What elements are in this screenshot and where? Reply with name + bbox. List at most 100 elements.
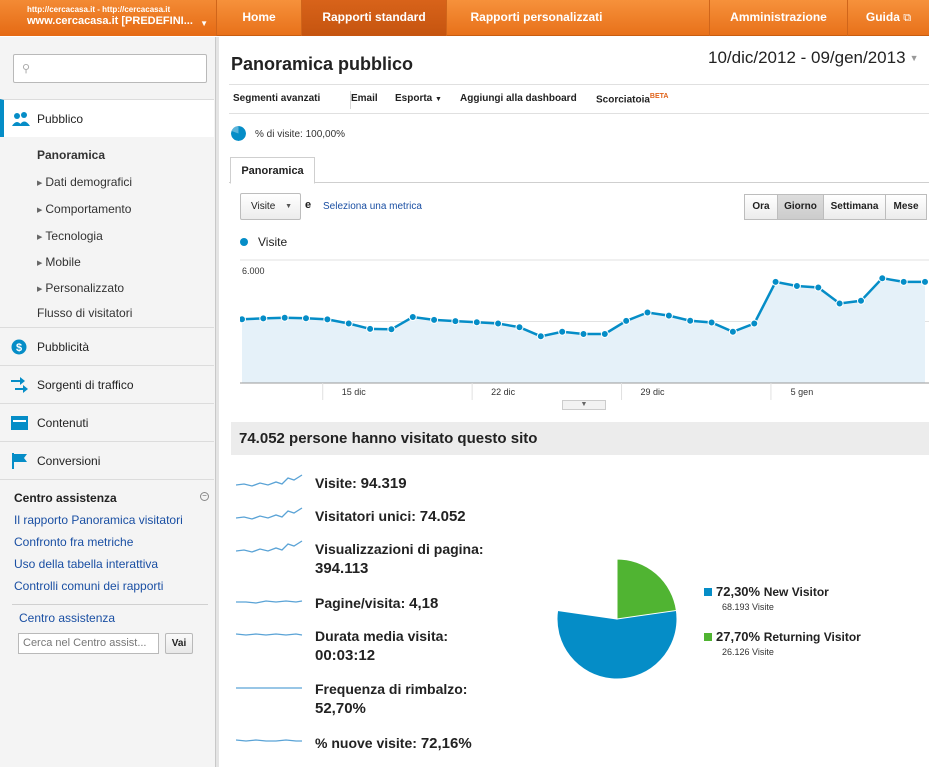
sidebar-item-pubblicita[interactable]: $ Pubblicità — [0, 327, 214, 365]
metric-label: Visitatori unici: — [315, 508, 416, 524]
granularity-week-button[interactable]: Settimana — [823, 194, 886, 220]
add-to-dashboard-button[interactable]: Aggiungi alla dashboard — [460, 93, 577, 104]
data-point[interactable] — [240, 315, 246, 324]
sidebar-subitem-flusso[interactable]: Flusso di visitatori — [37, 306, 133, 320]
data-point[interactable] — [750, 319, 759, 328]
data-point[interactable] — [366, 324, 375, 333]
help-link[interactable]: Confronto fra metriche — [14, 535, 134, 549]
sidebar-subitem-demografici[interactable]: ▶ Dati demografici — [37, 175, 132, 189]
data-point[interactable] — [792, 282, 801, 290]
data-point[interactable] — [643, 308, 652, 317]
metric-select-value: Visite — [251, 201, 276, 212]
data-point[interactable] — [494, 319, 503, 328]
visitor-type-pie-chart — [557, 559, 677, 679]
arrows-icon — [11, 377, 28, 393]
data-point[interactable] — [771, 277, 780, 286]
data-point[interactable] — [728, 327, 737, 336]
select-metric-link[interactable]: Seleziona una metrica — [323, 201, 422, 212]
collapse-icon[interactable]: − — [200, 492, 209, 501]
pie-slice-returning-visitor[interactable] — [616, 559, 677, 620]
metric-value: 00:03:12 — [315, 647, 376, 664]
data-point[interactable] — [878, 274, 887, 283]
data-point[interactable] — [707, 318, 716, 327]
nav-help[interactable]: Guida ⧉ — [847, 0, 929, 36]
sidebar-subitem-comportamento[interactable]: ▶ Comportamento — [37, 202, 131, 216]
data-point[interactable] — [579, 330, 588, 338]
help-search-input[interactable]: Cerca nel Centro assist... — [18, 633, 159, 654]
sidebar-item-contenuti[interactable]: Contenuti — [0, 403, 214, 441]
sidebar-subitem-mobile[interactable]: ▶ Mobile — [37, 255, 81, 269]
x-tick-label: 29 dic — [641, 387, 666, 397]
data-point[interactable] — [387, 325, 396, 334]
granularity-hour-button[interactable]: Ora — [744, 194, 778, 220]
legend-name: Returning Visitor — [763, 630, 861, 644]
data-point[interactable] — [536, 332, 545, 341]
sidebar-item-sorgenti[interactable]: Sorgenti di traffico — [0, 365, 214, 403]
data-point[interactable] — [835, 299, 844, 308]
data-point[interactable] — [280, 313, 289, 322]
metric-select[interactable]: Visite ▼ — [240, 193, 301, 220]
metric-value: 4,18 — [409, 595, 439, 612]
metric-and-label: e — [305, 199, 312, 211]
date-range-picker[interactable]: 10/dic/2012 - 09/gen/2013 ▼ — [708, 48, 918, 68]
data-point[interactable] — [600, 330, 609, 338]
advanced-segments-button[interactable]: Segmenti avanzati — [233, 93, 321, 104]
export-button[interactable]: Esporta ▼ — [395, 93, 442, 104]
chart-resize-handle[interactable]: ▼ — [562, 400, 606, 410]
help-center-link[interactable]: Centro assistenza — [19, 611, 116, 625]
data-point[interactable] — [664, 311, 673, 320]
account-selector[interactable]: http://cercacasa.it - http://cercacasa.i… — [0, 0, 216, 36]
sidebar-subitem-label: Comportamento — [45, 202, 132, 216]
sidebar-subitem-tecnologia[interactable]: ▶ Tecnologia — [37, 229, 103, 243]
sparkline-icon — [236, 600, 303, 604]
shortcut-button[interactable]: ScorciatoiaBETA — [596, 93, 668, 105]
data-point[interactable] — [344, 319, 353, 328]
data-point[interactable] — [921, 277, 929, 286]
data-point[interactable] — [323, 315, 332, 324]
legend-label: Visite — [258, 235, 288, 249]
x-tick-label: 22 dic — [491, 387, 516, 397]
nav-custom-reports[interactable]: Rapporti personalizzati — [446, 0, 626, 36]
help-link[interactable]: Controlli comuni dei rapporti — [14, 579, 164, 593]
sidebar-item-conversioni[interactable]: Conversioni — [0, 441, 214, 479]
metric-label: Pagine/visita: — [315, 595, 406, 611]
nav-help-label: Guida — [865, 10, 900, 24]
data-point[interactable] — [430, 315, 439, 324]
data-point[interactable] — [857, 296, 865, 305]
chevron-down-icon: ▼ — [200, 19, 208, 28]
sidebar-subitem-personalizzato[interactable]: ▶ Personalizzato — [37, 281, 124, 295]
help-search-button[interactable]: Vai — [165, 633, 193, 654]
data-point[interactable] — [515, 323, 524, 332]
sidebar-subitem-panoramica[interactable]: Panoramica — [37, 148, 106, 162]
data-point[interactable] — [899, 277, 908, 286]
data-point[interactable] — [408, 313, 417, 321]
data-point[interactable] — [622, 316, 631, 325]
nav-admin[interactable]: Amministrazione — [709, 0, 847, 36]
data-point[interactable] — [259, 314, 268, 323]
granularity-day-button[interactable]: Giorno — [777, 194, 824, 220]
data-point[interactable] — [472, 318, 481, 327]
svg-text:$: $ — [16, 342, 22, 354]
data-point[interactable] — [558, 327, 567, 336]
tab-panoramica[interactable]: Panoramica — [230, 157, 315, 184]
data-point[interactable] — [814, 283, 823, 292]
help-link[interactable]: Uso della tabella interattiva — [14, 557, 159, 571]
account-profile: www.cercacasa.it [PREDEFINI... — [27, 15, 193, 27]
metric-label: Durata media visita: — [315, 628, 449, 644]
metric-value: 52,70% — [315, 700, 366, 717]
data-point[interactable] — [302, 314, 310, 323]
sidebar-item-pubblico[interactable]: Pubblico — [0, 99, 214, 137]
email-button[interactable]: Email — [351, 93, 378, 104]
x-tick-label: 5 gen — [791, 387, 814, 397]
report-search-input[interactable]: ⚲ — [13, 54, 207, 83]
nav-standard-reports[interactable]: Rapporti standard — [301, 0, 446, 36]
data-point[interactable] — [451, 317, 460, 326]
nav-home[interactable]: Home — [216, 0, 301, 36]
sparkline-icon — [236, 687, 302, 689]
granularity-month-button[interactable]: Mese — [885, 194, 927, 220]
data-point[interactable] — [686, 316, 695, 325]
help-link[interactable]: Il rapporto Panoramica visitatori — [14, 513, 183, 527]
chevron-down-icon: ▼ — [285, 203, 292, 210]
legend-percent: 27,70% — [716, 629, 761, 644]
